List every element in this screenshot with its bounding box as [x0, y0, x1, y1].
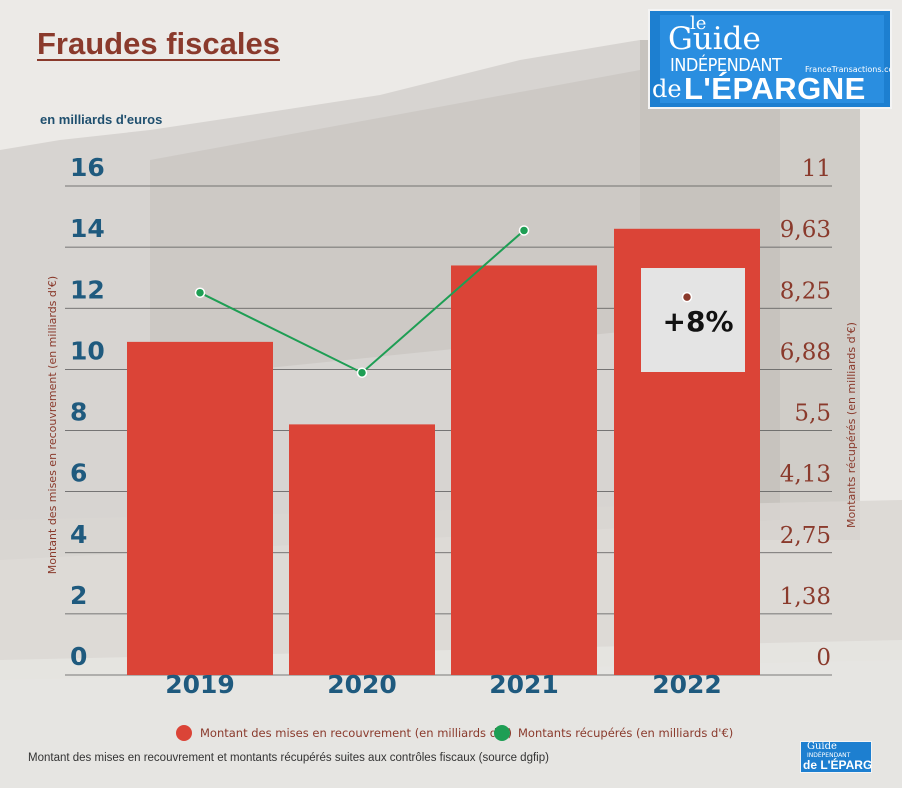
left-tick-label: 0 — [70, 642, 87, 671]
right-tick-label: 8,25 — [780, 278, 831, 304]
legend-label-line: Montants récupérés (en milliards d'€) — [518, 726, 733, 740]
chart-title: Fraudes fiscales — [37, 26, 280, 61]
category-label: 2019 — [165, 670, 235, 699]
right-axis-title: Montants récupérés (en milliards d'€) — [845, 322, 858, 528]
logo-le: le — [690, 13, 707, 34]
logo-site: FranceTransactions.com — [805, 65, 892, 74]
mini-logo-guide: Guide — [807, 741, 837, 752]
line-point-2021[interactable] — [518, 225, 530, 236]
annotation: +8% — [641, 268, 745, 372]
left-axis-ticks: 0 2 4 6 8 10 12 14 16 — [70, 153, 105, 671]
right-tick-label: 2,75 — [780, 523, 831, 549]
bar-2019[interactable] — [127, 341, 273, 675]
right-tick-label: 6,88 — [780, 339, 831, 365]
line-point-2019[interactable] — [194, 287, 206, 298]
line-series — [194, 225, 693, 378]
right-tick-label: 0 — [816, 645, 831, 671]
category-labels: 2019 2020 2021 2022 — [165, 670, 722, 699]
right-tick-label: 11 — [802, 156, 831, 182]
right-tick-label: 1,38 — [780, 584, 831, 610]
right-tick-label: 9,63 — [780, 217, 831, 243]
annotation-label: +8% — [663, 305, 734, 338]
logo-de: de — [652, 75, 682, 103]
left-tick-label: 4 — [70, 520, 87, 549]
legend: Montant des mises en recouvrement (en mi… — [176, 725, 733, 741]
category-label: 2021 — [489, 670, 559, 699]
right-axis-ticks: 0 1,38 2,75 4,13 5,5 6,88 8,25 9,63 11 — [780, 156, 831, 671]
left-tick-label: 14 — [70, 214, 105, 243]
logo-guide: Guide — [668, 21, 761, 57]
left-tick-label: 8 — [70, 398, 87, 427]
category-label: 2020 — [327, 670, 397, 699]
right-tick-label: 5,5 — [794, 401, 831, 427]
left-tick-label: 10 — [70, 336, 105, 365]
annotation-box — [641, 268, 745, 372]
legend-label-bars: Montant des mises en recouvrement (en mi… — [200, 726, 512, 740]
left-tick-label: 16 — [70, 153, 105, 182]
logo-panel — [660, 15, 884, 103]
bar-2021[interactable] — [451, 265, 597, 675]
left-tick-label: 2 — [70, 581, 87, 610]
left-tick-label: 6 — [70, 459, 87, 488]
legend-swatch-bars — [176, 725, 192, 741]
line-point-2020[interactable] — [356, 367, 368, 378]
line-point-2022[interactable] — [681, 291, 693, 303]
left-axis-title: Montant des mises en recouvrement (en mi… — [46, 276, 59, 574]
logo-epargne: L'ÉPARGNE — [684, 71, 866, 106]
source-note: Montant des mises en recouvrement et mon… — [28, 752, 549, 764]
logo-independant: INDÉPENDANT — [670, 55, 782, 76]
bar-2020[interactable] — [289, 424, 435, 675]
units-note: en milliards d'euros — [40, 112, 163, 127]
left-tick-label: 12 — [70, 275, 105, 304]
mini-brand-logo[interactable]: Guide INDÉPENDANT de L'ÉPARGNE — [800, 741, 872, 773]
legend-swatch-line — [494, 725, 510, 741]
brand-logo[interactable]: le Guide INDÉPENDANT FranceTransactions.… — [648, 9, 892, 109]
right-tick-label: 4,13 — [780, 462, 831, 488]
category-label: 2022 — [652, 670, 722, 699]
mini-logo-independant: INDÉPENDANT — [807, 752, 851, 759]
mini-logo-epargne: de L'ÉPARGNE — [803, 758, 872, 772]
